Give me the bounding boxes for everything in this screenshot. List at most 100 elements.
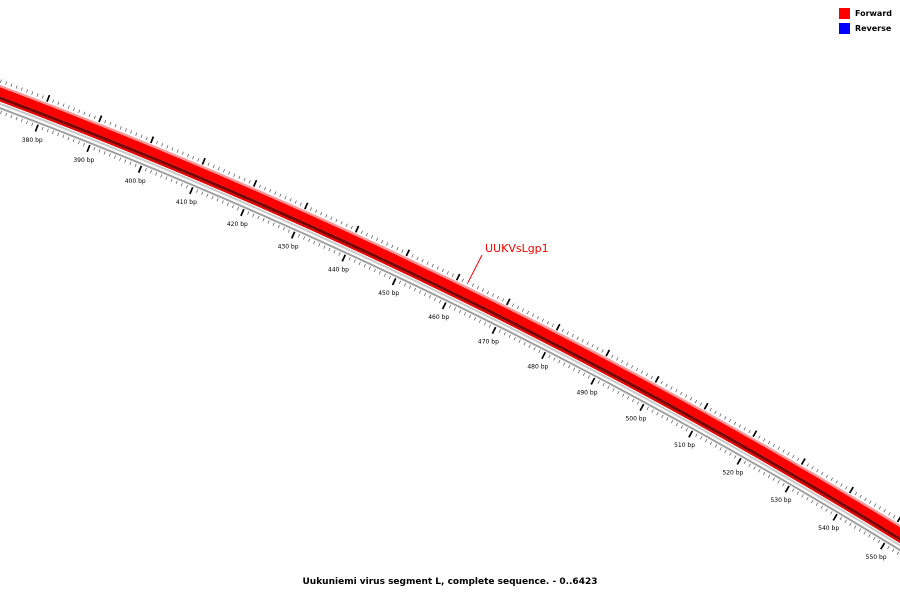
- minor-tick-outer: [381, 239, 384, 244]
- minor-tick-inner: [62, 134, 65, 139]
- minor-tick-outer: [626, 362, 629, 366]
- minor-tick-outer: [511, 303, 515, 307]
- minor-tick-outer: [345, 223, 348, 227]
- minor-tick-inner: [10, 114, 13, 119]
- minor-tick-inner: [0, 110, 3, 115]
- minor-tick-inner: [433, 297, 437, 301]
- minor-tick-inner: [719, 447, 722, 451]
- minor-tick-outer: [830, 477, 834, 481]
- minor-tick-inner: [782, 482, 785, 487]
- minor-tick-outer: [52, 99, 55, 103]
- minor-tick-inner: [548, 354, 551, 359]
- minor-tick-inner: [20, 118, 23, 123]
- minor-tick-inner: [685, 428, 688, 432]
- minor-tick-inner: [820, 505, 823, 509]
- minor-tick-outer: [104, 119, 107, 124]
- minor-tick-outer: [461, 278, 464, 282]
- ruler-label: 530 bp: [770, 497, 791, 504]
- minor-tick-outer: [264, 186, 267, 191]
- major-tick-inner: [639, 403, 645, 412]
- minor-tick-inner: [666, 417, 669, 421]
- minor-tick-inner: [272, 222, 275, 227]
- minor-tick-inner: [473, 317, 477, 321]
- minor-tick-outer: [192, 155, 195, 160]
- minor-tick-outer: [763, 438, 766, 442]
- minor-tick-inner: [887, 545, 890, 550]
- minor-tick-inner: [558, 359, 561, 364]
- minor-tick-outer: [738, 424, 742, 428]
- minor-tick-outer: [586, 341, 589, 346]
- minor-tick-outer: [883, 509, 886, 513]
- minor-tick-inner: [458, 309, 462, 314]
- minor-tick-outer: [670, 386, 673, 390]
- minor-tick-outer: [88, 113, 91, 118]
- minor-tick-inner: [748, 463, 751, 467]
- minor-tick-outer: [238, 175, 241, 180]
- minor-tick-inner: [428, 295, 432, 299]
- minor-tick-inner: [513, 336, 516, 341]
- major-tick-outer: [800, 458, 806, 466]
- minor-tick-outer: [840, 483, 843, 487]
- minor-tick-outer: [20, 87, 23, 91]
- minor-tick-outer: [391, 244, 394, 249]
- minor-tick-outer: [728, 418, 732, 423]
- minor-tick-outer: [733, 421, 737, 425]
- minor-tick-inner: [478, 319, 482, 323]
- minor-tick-outer: [675, 389, 678, 393]
- minor-tick-inner: [57, 132, 60, 137]
- minor-tick-outer: [787, 452, 790, 456]
- ruler-label: 380 bp: [22, 137, 43, 144]
- minor-tick-inner: [612, 388, 615, 392]
- minor-tick-inner: [858, 528, 862, 532]
- minor-tick-outer: [446, 271, 449, 275]
- minor-tick-outer: [821, 471, 824, 476]
- minor-tick-outer: [370, 235, 374, 239]
- minor-tick-outer: [248, 180, 251, 184]
- minor-tick-outer: [526, 310, 530, 315]
- major-tick-inner: [491, 326, 497, 335]
- minor-tick-outer: [767, 440, 771, 445]
- minor-tick-outer: [279, 193, 282, 198]
- minor-tick-inner: [103, 151, 106, 155]
- minor-tick-inner: [83, 142, 85, 147]
- minor-tick-inner: [830, 511, 833, 515]
- minor-tick-outer: [591, 344, 594, 348]
- sequence-title: Uukuniemi virus segment L, complete sequ…: [302, 577, 598, 587]
- minor-tick-outer: [222, 169, 226, 173]
- major-tick-outer: [752, 430, 758, 438]
- ruler-label: 510 bp: [674, 442, 695, 449]
- minor-tick-inner: [303, 236, 306, 240]
- minor-tick-outer: [386, 242, 389, 246]
- major-tick-outer: [149, 136, 155, 144]
- minor-tick-outer: [10, 83, 13, 87]
- minor-tick-inner: [896, 551, 900, 555]
- minor-tick-outer: [401, 249, 404, 253]
- minor-tick-outer: [124, 128, 127, 132]
- minor-tick-inner: [872, 537, 876, 541]
- ruler-label: 520 bp: [722, 469, 743, 476]
- minor-tick-outer: [714, 410, 717, 415]
- minor-tick-outer: [782, 449, 785, 453]
- major-tick-inner: [736, 457, 742, 465]
- minor-tick-inner: [134, 163, 137, 168]
- minor-tick-outer: [93, 115, 96, 120]
- minor-tick-inner: [651, 409, 654, 413]
- major-tick-inner: [688, 430, 694, 438]
- minor-tick-inner: [518, 339, 521, 343]
- backbone-inner-edge: [0, 106, 900, 552]
- minor-tick-inner: [388, 275, 391, 280]
- minor-tick-inner: [323, 245, 326, 249]
- minor-tick-inner: [231, 204, 234, 209]
- minor-tick-outer: [171, 147, 174, 151]
- minor-tick-outer: [41, 95, 44, 99]
- minor-tick-inner: [423, 292, 427, 297]
- major-tick-inner: [34, 124, 39, 132]
- minor-tick-outer: [596, 346, 599, 351]
- minor-tick-outer: [724, 416, 727, 420]
- minor-tick-inner: [729, 452, 732, 456]
- minor-tick-inner: [568, 364, 571, 369]
- minor-tick-inner: [844, 519, 847, 524]
- minor-tick-outer: [365, 232, 369, 237]
- minor-tick-inner: [849, 522, 852, 526]
- minor-tick-inner: [656, 411, 659, 416]
